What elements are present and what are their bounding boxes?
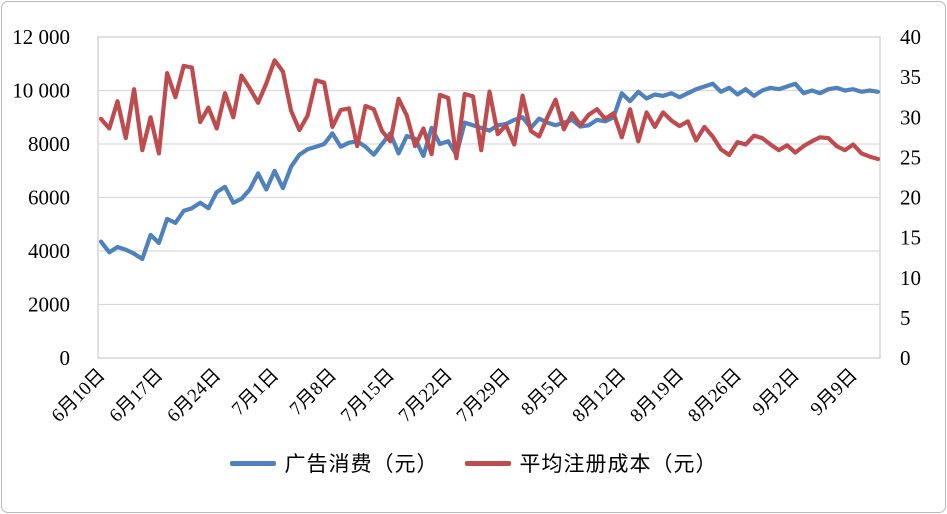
x-axis-label: 8月19日 [626, 365, 688, 427]
x-axis-label: 7月1日 [228, 365, 283, 420]
y-axis-left-label: 4000 [28, 239, 70, 263]
x-axis-label: 7月22日 [395, 365, 457, 427]
x-axis-label: 9月2日 [749, 365, 804, 420]
legend: 广告消费（元） 平均注册成本（元） [0, 448, 947, 478]
x-axis-label: 9月9日 [807, 365, 862, 420]
avg-reg-cost-line [98, 58, 881, 162]
x-axis-label: 6月17日 [106, 365, 168, 427]
y-axis-right-label: 0 [900, 346, 911, 370]
y-axis-right-label: 40 [900, 25, 921, 49]
x-axis-label: 8月5日 [517, 365, 572, 420]
y-axis-left-label: 0 [60, 346, 71, 370]
y-axis-right-label: 15 [900, 226, 921, 250]
x-axis-label: 8月26日 [684, 365, 746, 427]
legend-label-ad-spend: 广告消费（元） [284, 452, 439, 476]
y-axis-left-label: 6000 [28, 186, 70, 210]
y-axis-right-label: 25 [900, 145, 921, 169]
y-axis-left-label: 12 000 [12, 25, 70, 49]
legend-line-swatch-red [464, 460, 511, 466]
y-axis-left-label: 8000 [28, 132, 70, 156]
y-axis-right-label: 10 [900, 266, 921, 290]
legend-item-ad-spend: 广告消费（元） [229, 448, 439, 478]
y-axis-left-label: 2000 [28, 293, 70, 317]
y-axis-right-label: 20 [900, 186, 921, 210]
x-axis-label: 6月24日 [163, 365, 225, 427]
legend-item-avg-cost: 平均注册成本（元） [464, 448, 718, 478]
x-axis-label: 8月12日 [568, 365, 630, 427]
y-axis-right-label: 35 [900, 65, 921, 89]
ad-spend-line [98, 81, 881, 262]
x-axis-label: 7月15日 [337, 365, 399, 427]
y-axis-right-label: 30 [900, 105, 921, 129]
legend-line-swatch-blue [229, 460, 276, 466]
x-axis-label: 7月29日 [453, 365, 515, 427]
x-axis-label: 7月8日 [286, 365, 341, 420]
x-axis-label: 6月10日 [48, 365, 110, 427]
legend-label-avg-cost: 平均注册成本（元） [519, 452, 718, 476]
y-axis-right-label: 5 [900, 306, 911, 330]
y-axis-left-label: 10 000 [12, 79, 70, 103]
